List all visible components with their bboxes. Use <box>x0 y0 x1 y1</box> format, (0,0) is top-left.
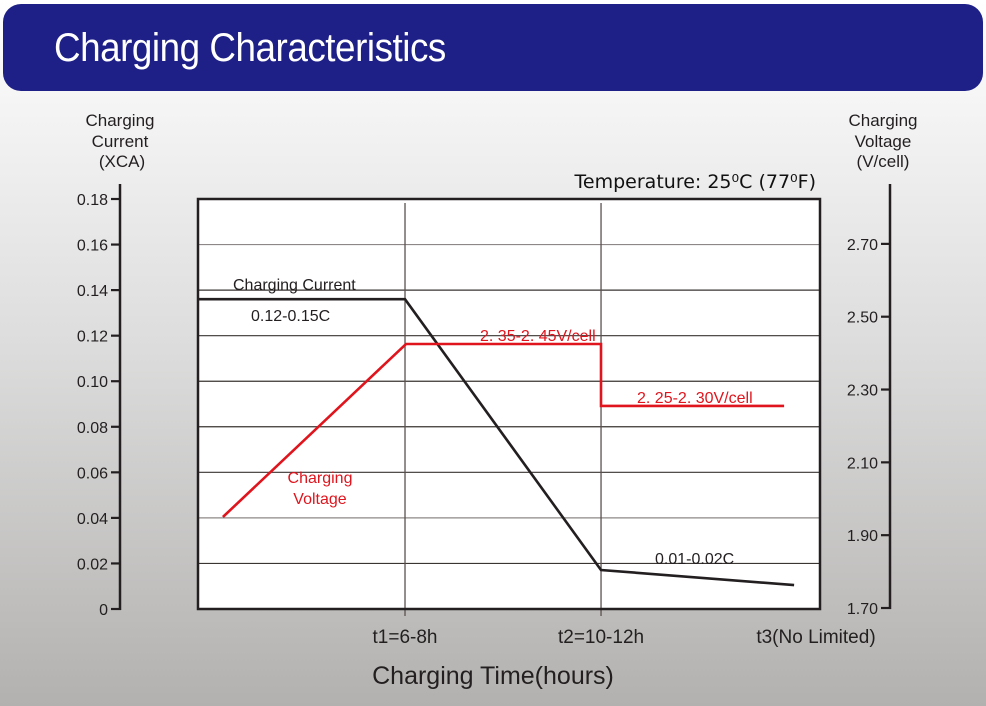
left-axis-tick-label: 0.08 <box>77 420 108 437</box>
left-axis-tick-label: 0.16 <box>77 238 108 255</box>
left-axis-title-line-1: Charging <box>86 111 155 130</box>
annotation-charging-voltage-line-2: Voltage <box>293 491 346 508</box>
annotation-voltage-range-low: 2. 25-2. 30V/cell <box>637 390 753 407</box>
left-axis-tick-label: 0.02 <box>77 556 108 573</box>
left-axis-tick-label: 0.10 <box>77 374 108 391</box>
right-axis-tick-label: 2.30 <box>847 383 878 400</box>
page-title: Charging Characteristics <box>54 26 446 70</box>
x-category-label: t3(No Limited) <box>756 627 875 648</box>
charging-voltage-line <box>222 342 785 518</box>
left-axis-tick-label: 0 <box>99 602 108 619</box>
left-axis-tick-label: 0.06 <box>77 465 108 482</box>
x-category-labels: t1=6-8h t2=10-12h t3(No Limited) <box>373 627 876 648</box>
right-axis-title-line-1: Charging <box>849 111 918 130</box>
header-bar: Charging Characteristics <box>3 4 983 91</box>
x-axis-title: Charging Time(hours) <box>372 662 614 690</box>
right-axis-title-line-3: (V/cell) <box>857 152 910 171</box>
left-axis-title-line-3: (XCA) <box>99 152 145 171</box>
charging-current-line <box>198 297 795 587</box>
plot-area <box>198 199 820 609</box>
annotation-float-current: 0.01-0.02C <box>655 551 734 568</box>
annotation-voltage-range-high: 2. 35-2. 45V/cell <box>480 328 596 345</box>
right-axis-title-line-2: Voltage <box>855 132 912 151</box>
right-axis-tick-label: 1.70 <box>847 601 878 618</box>
time-markers <box>404 203 602 616</box>
right-axis-tick-label: 2.70 <box>847 237 878 254</box>
annotation-current-range: 0.12-0.15C <box>251 308 330 325</box>
temperature-label: Temperature: 25⁰C (77⁰F) <box>574 171 816 193</box>
plot-border <box>196 197 822 611</box>
left-axis-tick-label: 0.18 <box>77 192 108 209</box>
annotation-charging-current: Charging Current <box>233 277 356 294</box>
left-axis-tick-label: 0.14 <box>77 283 108 300</box>
right-axis-tick-label: 1.90 <box>847 528 878 545</box>
annotation-charging-voltage-line-1: Charging <box>288 470 353 487</box>
right-axis-tick-label: 2.10 <box>847 455 878 472</box>
right-axis-tick-label: 2.50 <box>847 310 878 327</box>
right-axis: 1.70 1.90 2.10 2.30 2.50 2.70 <box>847 184 892 618</box>
left-axis-tick-label: 0.04 <box>77 511 108 528</box>
series-group <box>198 297 795 587</box>
left-axis: 0 0.02 0.04 0.06 0.08 0.10 0.12 0.14 0.16 0.18 <box>77 184 122 619</box>
left-axis-tick-label: 0.12 <box>77 329 108 346</box>
gridlines <box>198 243 820 565</box>
left-axis-title-line-2: Current <box>92 132 149 151</box>
x-category-label: t1=6-8h <box>373 627 438 648</box>
x-category-label: t2=10-12h <box>558 627 644 648</box>
